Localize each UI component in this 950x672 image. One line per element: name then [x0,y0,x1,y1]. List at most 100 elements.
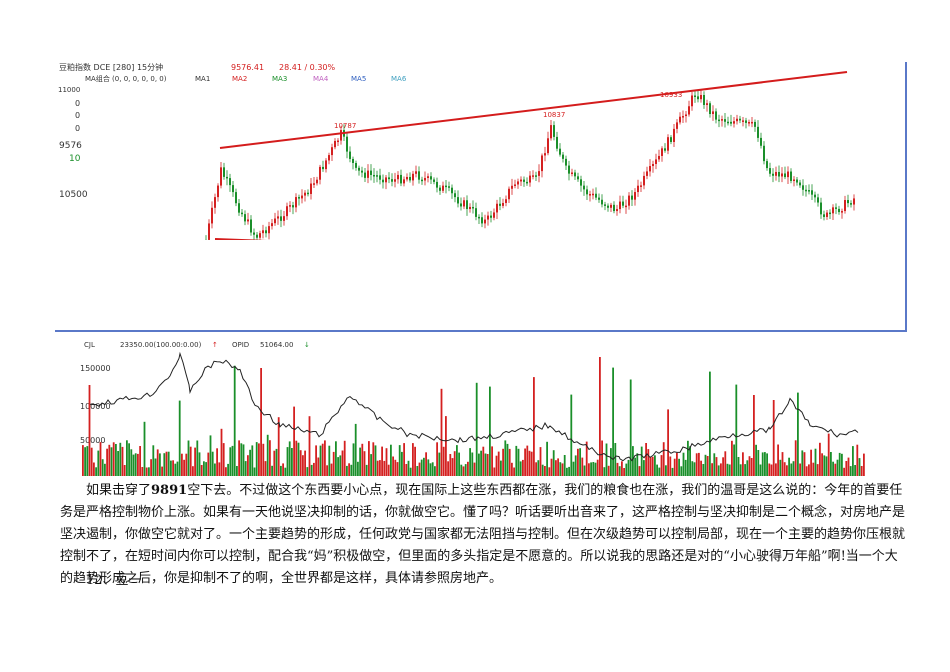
volume-bar [260,368,262,476]
candle-body [436,181,438,188]
candle-body [706,103,708,105]
candle-body [430,176,432,180]
volume-bar [460,464,463,476]
volume-bar [761,452,764,476]
volume-bar [632,446,634,476]
candle-body [823,214,825,217]
candle-body [673,128,675,142]
volume-bar [656,464,658,476]
candle-body [568,165,570,174]
candle-body [490,215,492,218]
volume-bar [500,460,502,476]
volume-bar [577,448,579,476]
candle-body [622,201,624,206]
volume-bar [856,444,859,476]
volume-bar [552,450,555,476]
candle-body [574,172,576,177]
candle-body [604,204,606,206]
price-change: 28.41 / 0.30% [279,63,335,72]
volume-bar [731,440,733,476]
volume-bar [462,466,465,476]
candle-body [397,174,399,180]
candle-body [757,126,759,138]
volume-name: CJL [84,341,95,349]
volume-bar [139,446,141,476]
volume-bar [786,465,788,476]
peak-label: 10787 [334,122,356,130]
volume-bar [715,457,718,476]
candle-body [307,192,309,195]
volume-bar [819,442,821,476]
candle-body [646,171,648,176]
candle-body [841,211,843,213]
volume-bar [181,453,183,476]
volume-bar [711,463,713,476]
candle-body [667,137,669,151]
candle-body [616,209,618,212]
candle-body [556,136,558,149]
candle-body [802,185,804,190]
volume-bar [827,433,830,476]
volume-bar [236,466,238,476]
volume-bar [132,454,135,476]
candle-body [421,179,423,182]
candle-body [325,160,327,170]
volume-bar [823,455,826,476]
candle-body [520,179,522,182]
axis-label: 0 [75,111,80,120]
candle-body [214,197,216,208]
volume-bar [436,442,438,476]
candlestick-series [205,89,855,245]
volume-bar [196,440,199,476]
volume-bar [348,463,350,476]
volume-bar [713,453,716,476]
volume-bar [561,463,564,476]
volume-bar [616,462,619,476]
arrow-up-icon: ↑ [212,341,218,349]
volume-bar [698,452,700,476]
volume-bar [376,460,379,476]
volume-bar [315,445,317,476]
candle-body [313,183,315,185]
candle-body [277,216,279,219]
volume-bar [621,461,623,476]
axis-label: 10500 [59,190,88,200]
ma1-label: MA1 [195,75,210,83]
axis-label: 10 [69,154,81,164]
volume-bar [242,444,245,476]
volume-bar [451,458,454,476]
candle-body [541,155,543,172]
candle-body [316,179,318,184]
candle-body [217,185,219,198]
candle-body [247,219,249,222]
volume-bar [579,448,581,476]
candle-body [652,163,654,167]
candle-body [847,200,849,204]
volume-bar [506,443,509,476]
volume-bar [445,416,447,476]
volume-bar [764,452,766,476]
volume-bar [431,462,434,476]
volume-bar [654,455,656,476]
volume-bar [328,445,331,476]
candle-body [634,192,636,200]
candle-body [406,176,408,180]
candle-body [697,96,699,100]
volume-bar [434,466,436,476]
volume-value: 23350.00(100.00:0.00) [120,341,202,349]
volume-bar [772,400,775,476]
volume-bar [528,450,531,476]
volume-bar [539,447,542,476]
volume-bar [612,367,614,476]
candle-body [292,205,294,208]
volume-bar [495,455,498,476]
candle-body [724,119,726,122]
volume-bar [797,392,799,476]
volume-bar [541,464,544,476]
candle-body [238,203,240,213]
volume-bar [154,458,157,476]
candle-body [475,208,477,217]
volume-bar [282,463,284,476]
volume-bar [192,466,194,476]
candle-body [544,153,546,156]
